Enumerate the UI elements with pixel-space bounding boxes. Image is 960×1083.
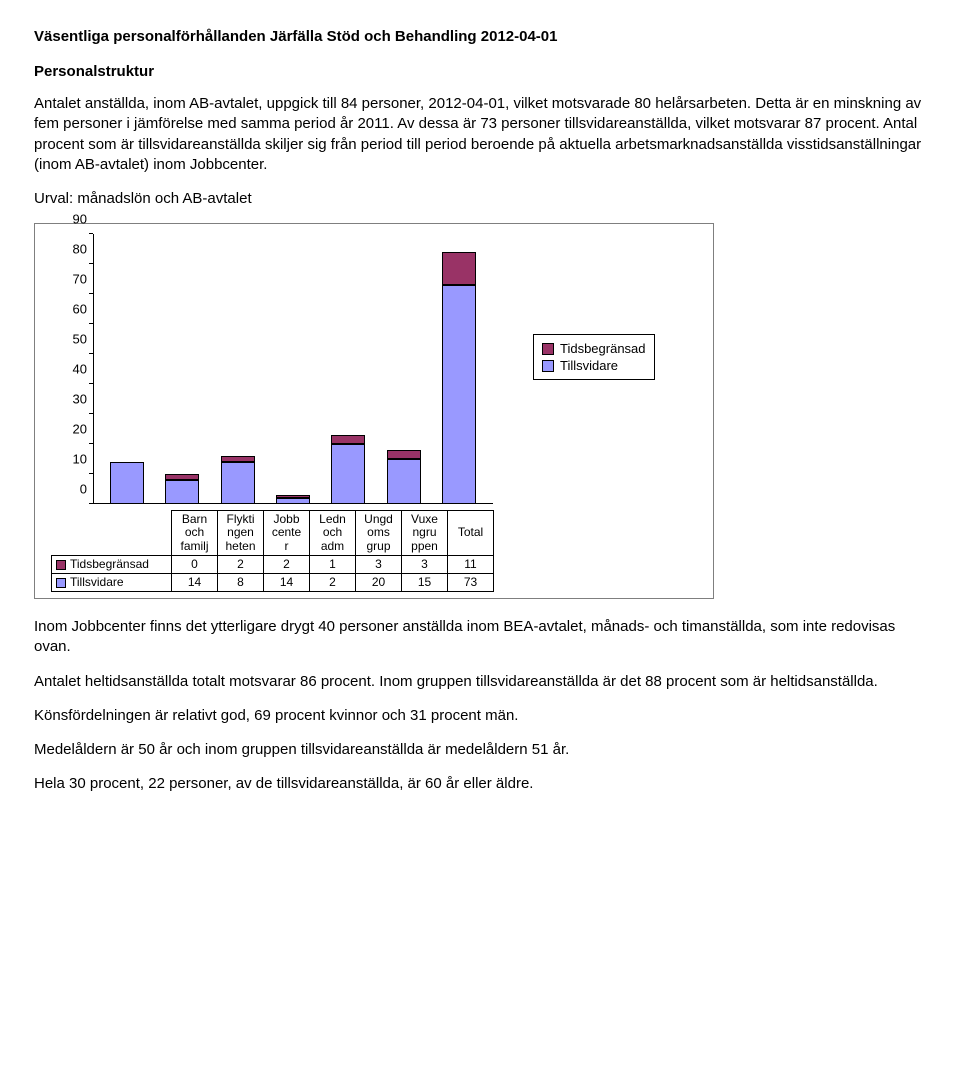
legend-label: Tillsvidare — [560, 358, 618, 373]
legend-swatch — [542, 343, 554, 355]
table-cell: 14 — [172, 574, 218, 592]
bar-segment-tillsvidare — [165, 480, 199, 504]
table-cell: 1 — [310, 555, 356, 573]
y-axis: 0102030405060708090 — [59, 234, 93, 504]
table-cell: 3 — [402, 555, 448, 573]
paragraph-1: Antalet anställda, inom AB-avtalet, uppg… — [34, 94, 926, 175]
legend-label: Tidsbegränsad — [560, 341, 646, 356]
bar-segment-tillsvidare — [387, 459, 421, 504]
bar-segment-tillsvidare — [221, 462, 255, 504]
bar-segment-tidsbegransad — [442, 252, 476, 285]
table-row-header: Tillsvidare — [52, 574, 172, 592]
legend-item: Tidsbegränsad — [542, 341, 646, 356]
chart-bars — [93, 234, 493, 504]
table-cell: 14 — [264, 574, 310, 592]
bar-segment-tidsbegransad — [387, 450, 421, 459]
chart-data-table: BarnochfamiljFlyktingenhetenJobbcenterLe… — [51, 510, 494, 592]
table-cell: 73 — [448, 574, 494, 592]
table-cell: 3 — [356, 555, 402, 573]
bar-segment-tillsvidare — [110, 462, 144, 504]
bar-segment-tidsbegransad — [331, 435, 365, 444]
legend-item: Tillsvidare — [542, 358, 646, 373]
paragraph-3: Inom Jobbcenter finns det ytterligare dr… — [34, 617, 926, 658]
bar-column — [165, 474, 199, 504]
table-row: Tillsvidare148142201573 — [52, 574, 494, 592]
table-row-header: Tidsbegränsad — [52, 555, 172, 573]
paragraph-2: Urval: månadslön och AB-avtalet — [34, 189, 926, 209]
bar-column — [387, 450, 421, 504]
chart-container: 0102030405060708090 TidsbegränsadTillsvi… — [34, 223, 714, 599]
table-row: Tidsbegränsad02213311 — [52, 555, 494, 573]
y-tick-label: 20 — [73, 422, 87, 437]
y-tick-label: 90 — [73, 212, 87, 227]
table-column-header: Flyktingenheten — [218, 511, 264, 556]
table-column-header: Ungdomsgrup — [356, 511, 402, 556]
bar-segment-tillsvidare — [276, 498, 310, 504]
y-tick-label: 60 — [73, 302, 87, 317]
table-cell: 15 — [402, 574, 448, 592]
table-cell: 2 — [310, 574, 356, 592]
y-tick-label: 40 — [73, 362, 87, 377]
table-column-header: Vuxengruppen — [402, 511, 448, 556]
legend-swatch — [542, 360, 554, 372]
bar-column — [221, 456, 255, 504]
table-cell: 2 — [218, 555, 264, 573]
bar-column — [276, 495, 310, 504]
table-column-header: Barnochfamilj — [172, 511, 218, 556]
paragraph-4: Antalet heltidsanställda totalt motsvara… — [34, 672, 926, 692]
table-column-header: Jobbcenter — [264, 511, 310, 556]
paragraph-5: Könsfördelningen är relativt god, 69 pro… — [34, 706, 926, 726]
table-cell: 20 — [356, 574, 402, 592]
chart-legend: Tidsbegränsad Tillsvidare — [533, 334, 655, 380]
y-tick-label: 70 — [73, 272, 87, 287]
table-column-header: Total — [448, 511, 494, 556]
y-tick-label: 10 — [73, 452, 87, 467]
paragraph-7: Hela 30 procent, 22 personer, av de till… — [34, 774, 926, 794]
y-tick-label: 80 — [73, 242, 87, 257]
table-cell: 8 — [218, 574, 264, 592]
paragraph-6: Medelåldern är 50 år och inom gruppen ti… — [34, 740, 926, 760]
bar-column — [331, 435, 365, 504]
section-heading: Personalstruktur — [34, 63, 926, 80]
bar-segment-tillsvidare — [442, 285, 476, 504]
table-cell: 0 — [172, 555, 218, 573]
bar-column — [442, 252, 476, 504]
bar-segment-tillsvidare — [331, 444, 365, 504]
y-tick-label: 30 — [73, 392, 87, 407]
chart-plot: 0102030405060708090 — [93, 234, 493, 504]
y-tick-label: 50 — [73, 332, 87, 347]
page-title: Väsentliga personalförhållanden Järfälla… — [34, 28, 926, 45]
table-cell: 2 — [264, 555, 310, 573]
table-column-header: Lednochadm — [310, 511, 356, 556]
table-cell: 11 — [448, 555, 494, 573]
y-tick-label: 0 — [80, 482, 87, 497]
bar-column — [110, 462, 144, 504]
